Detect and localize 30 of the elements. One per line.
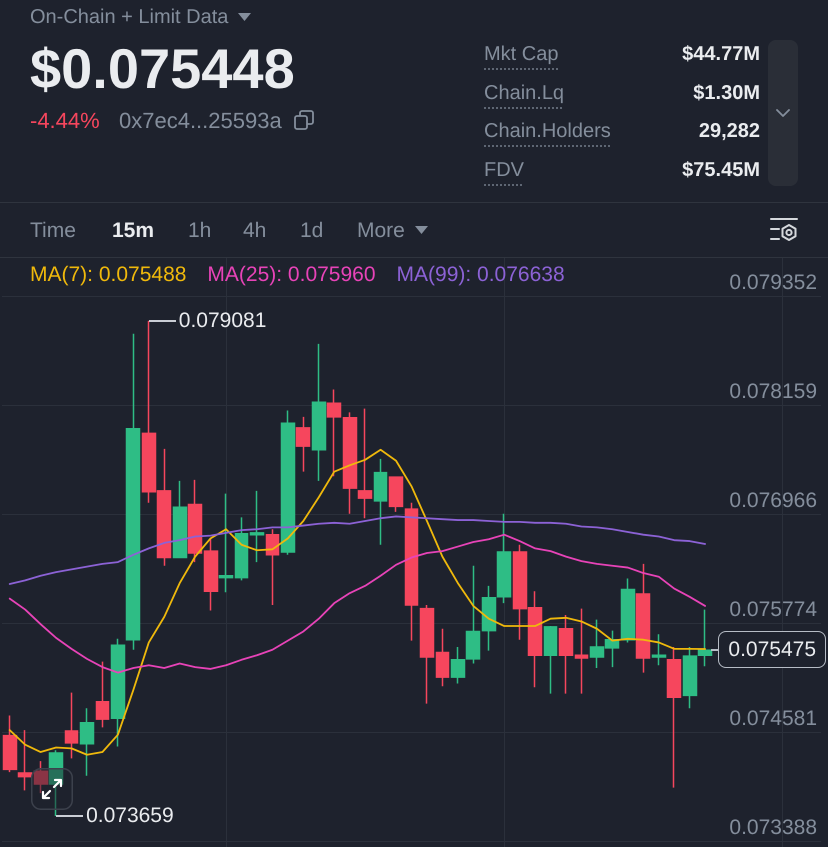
annotation: 0.079081 — [178, 308, 266, 334]
text: $1.30M — [693, 81, 760, 106]
text: FDV — [484, 158, 524, 183]
text: 15m — [112, 218, 154, 244]
text: On-Chain + Limit Data — [30, 5, 228, 30]
text: MA(7): 0.075488 — [30, 263, 186, 286]
price-tag: 0.075475 — [718, 631, 826, 668]
text: Time — [30, 218, 76, 244]
y-tick-label: 0.078159 — [729, 380, 817, 404]
text: $75.45M — [682, 158, 760, 183]
text: Mkt Cap — [484, 42, 558, 67]
text: MA(99): 0.076638 — [396, 263, 565, 286]
text: Chain.Holders — [484, 119, 611, 144]
text: 1h — [188, 218, 212, 244]
text: 4h — [243, 218, 266, 244]
text: -4.44% — [30, 106, 100, 134]
text: MA(25): 0.075960 — [207, 263, 376, 286]
y-tick-label: 0.073388 — [729, 816, 817, 839]
text: 29,282 — [698, 119, 760, 144]
text: More — [357, 218, 405, 244]
annotation: 0.073659 — [86, 803, 174, 830]
text: 0x7ec4...25593a — [119, 106, 282, 134]
text: 1d — [300, 218, 324, 244]
text: Chain.Lq — [484, 81, 564, 106]
text: $44.77M — [682, 42, 760, 67]
chart-title: $0.075448 — [30, 36, 295, 102]
y-tick-label: 0.074581 — [729, 706, 817, 730]
y-tick-label: 0.079352 — [729, 271, 817, 294]
y-tick-label: 0.076966 — [729, 489, 817, 512]
y-tick-label: 0.075774 — [729, 598, 818, 621]
